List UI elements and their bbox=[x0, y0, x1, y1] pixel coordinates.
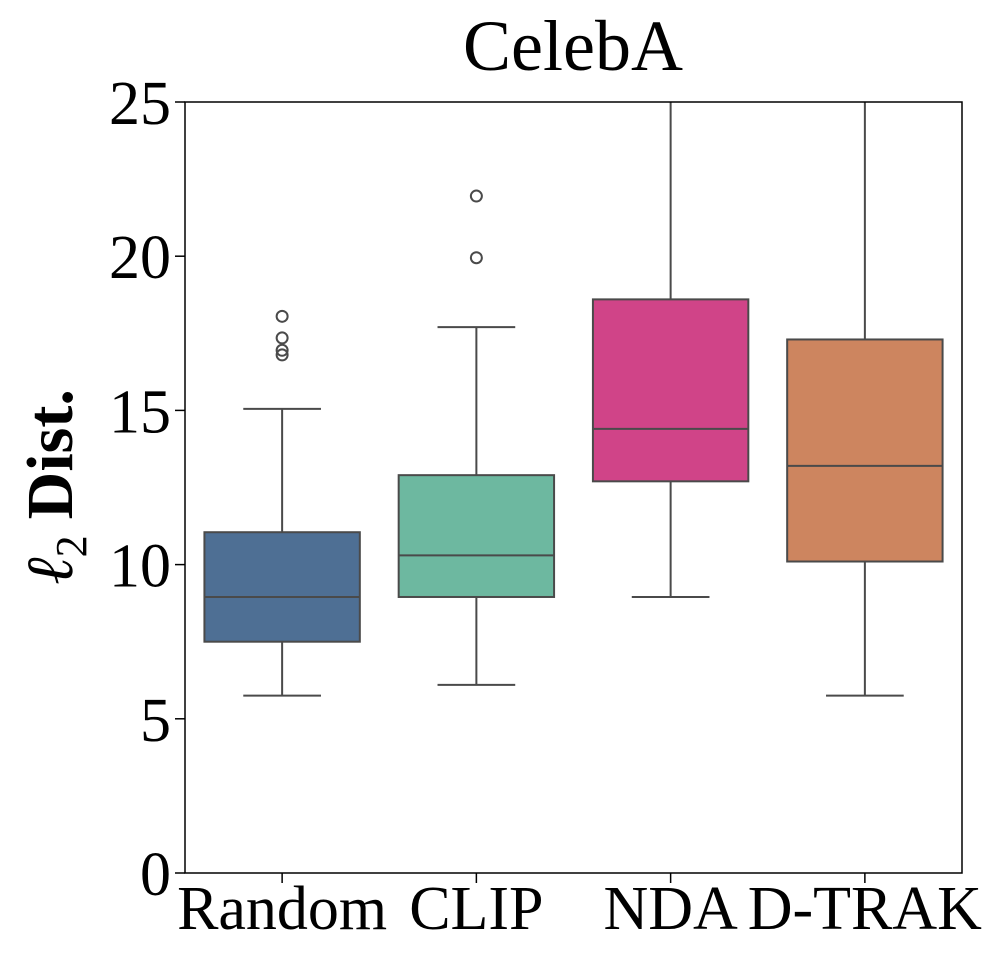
box-iqr bbox=[203, 531, 361, 643]
x-tick-label: D-TRAK bbox=[748, 875, 982, 943]
y-tick-label: 20 bbox=[109, 224, 171, 292]
box-group bbox=[203, 309, 361, 697]
box-group bbox=[397, 189, 556, 686]
y-tick-label: 5 bbox=[140, 687, 171, 755]
outlier-point bbox=[469, 251, 483, 265]
x-tick-label: Random bbox=[177, 875, 387, 943]
y-axis-label-text: Dist. bbox=[14, 389, 87, 519]
x-tick-label: NDA bbox=[603, 875, 738, 943]
box-group bbox=[591, 102, 750, 598]
y-tick-label: 0 bbox=[140, 841, 171, 909]
outlier-point bbox=[275, 331, 289, 345]
box-iqr bbox=[591, 298, 750, 483]
boxes-layer bbox=[203, 102, 944, 697]
outlier-point bbox=[275, 309, 289, 323]
svg-text:ℓ2Dist.: ℓ2 Dist. bbox=[14, 389, 96, 585]
y-tick-label: 25 bbox=[109, 70, 171, 138]
box-group bbox=[786, 102, 944, 697]
y-tick-label: 15 bbox=[109, 378, 171, 446]
x-ticks-layer: Random CLIP NDA D-TRAK bbox=[177, 873, 982, 943]
chart-title: CelebA bbox=[463, 6, 683, 86]
box-iqr bbox=[397, 474, 556, 598]
outlier-point bbox=[275, 348, 289, 362]
outlier-point bbox=[275, 343, 289, 357]
x-tick-label: CLIP bbox=[409, 875, 543, 943]
outlier-point bbox=[469, 189, 483, 203]
box-iqr bbox=[786, 338, 944, 563]
plot-frame bbox=[184, 101, 963, 874]
y-axis-label: ℓ2 Dist. bbox=[14, 389, 96, 585]
y-axis-label-symbol: ℓ bbox=[14, 557, 87, 585]
y-axis-label-subscript: 2 bbox=[47, 535, 96, 557]
y-ticks-layer: 0 5 10 15 20 25 bbox=[109, 70, 185, 909]
y-tick-label: 10 bbox=[109, 533, 171, 601]
